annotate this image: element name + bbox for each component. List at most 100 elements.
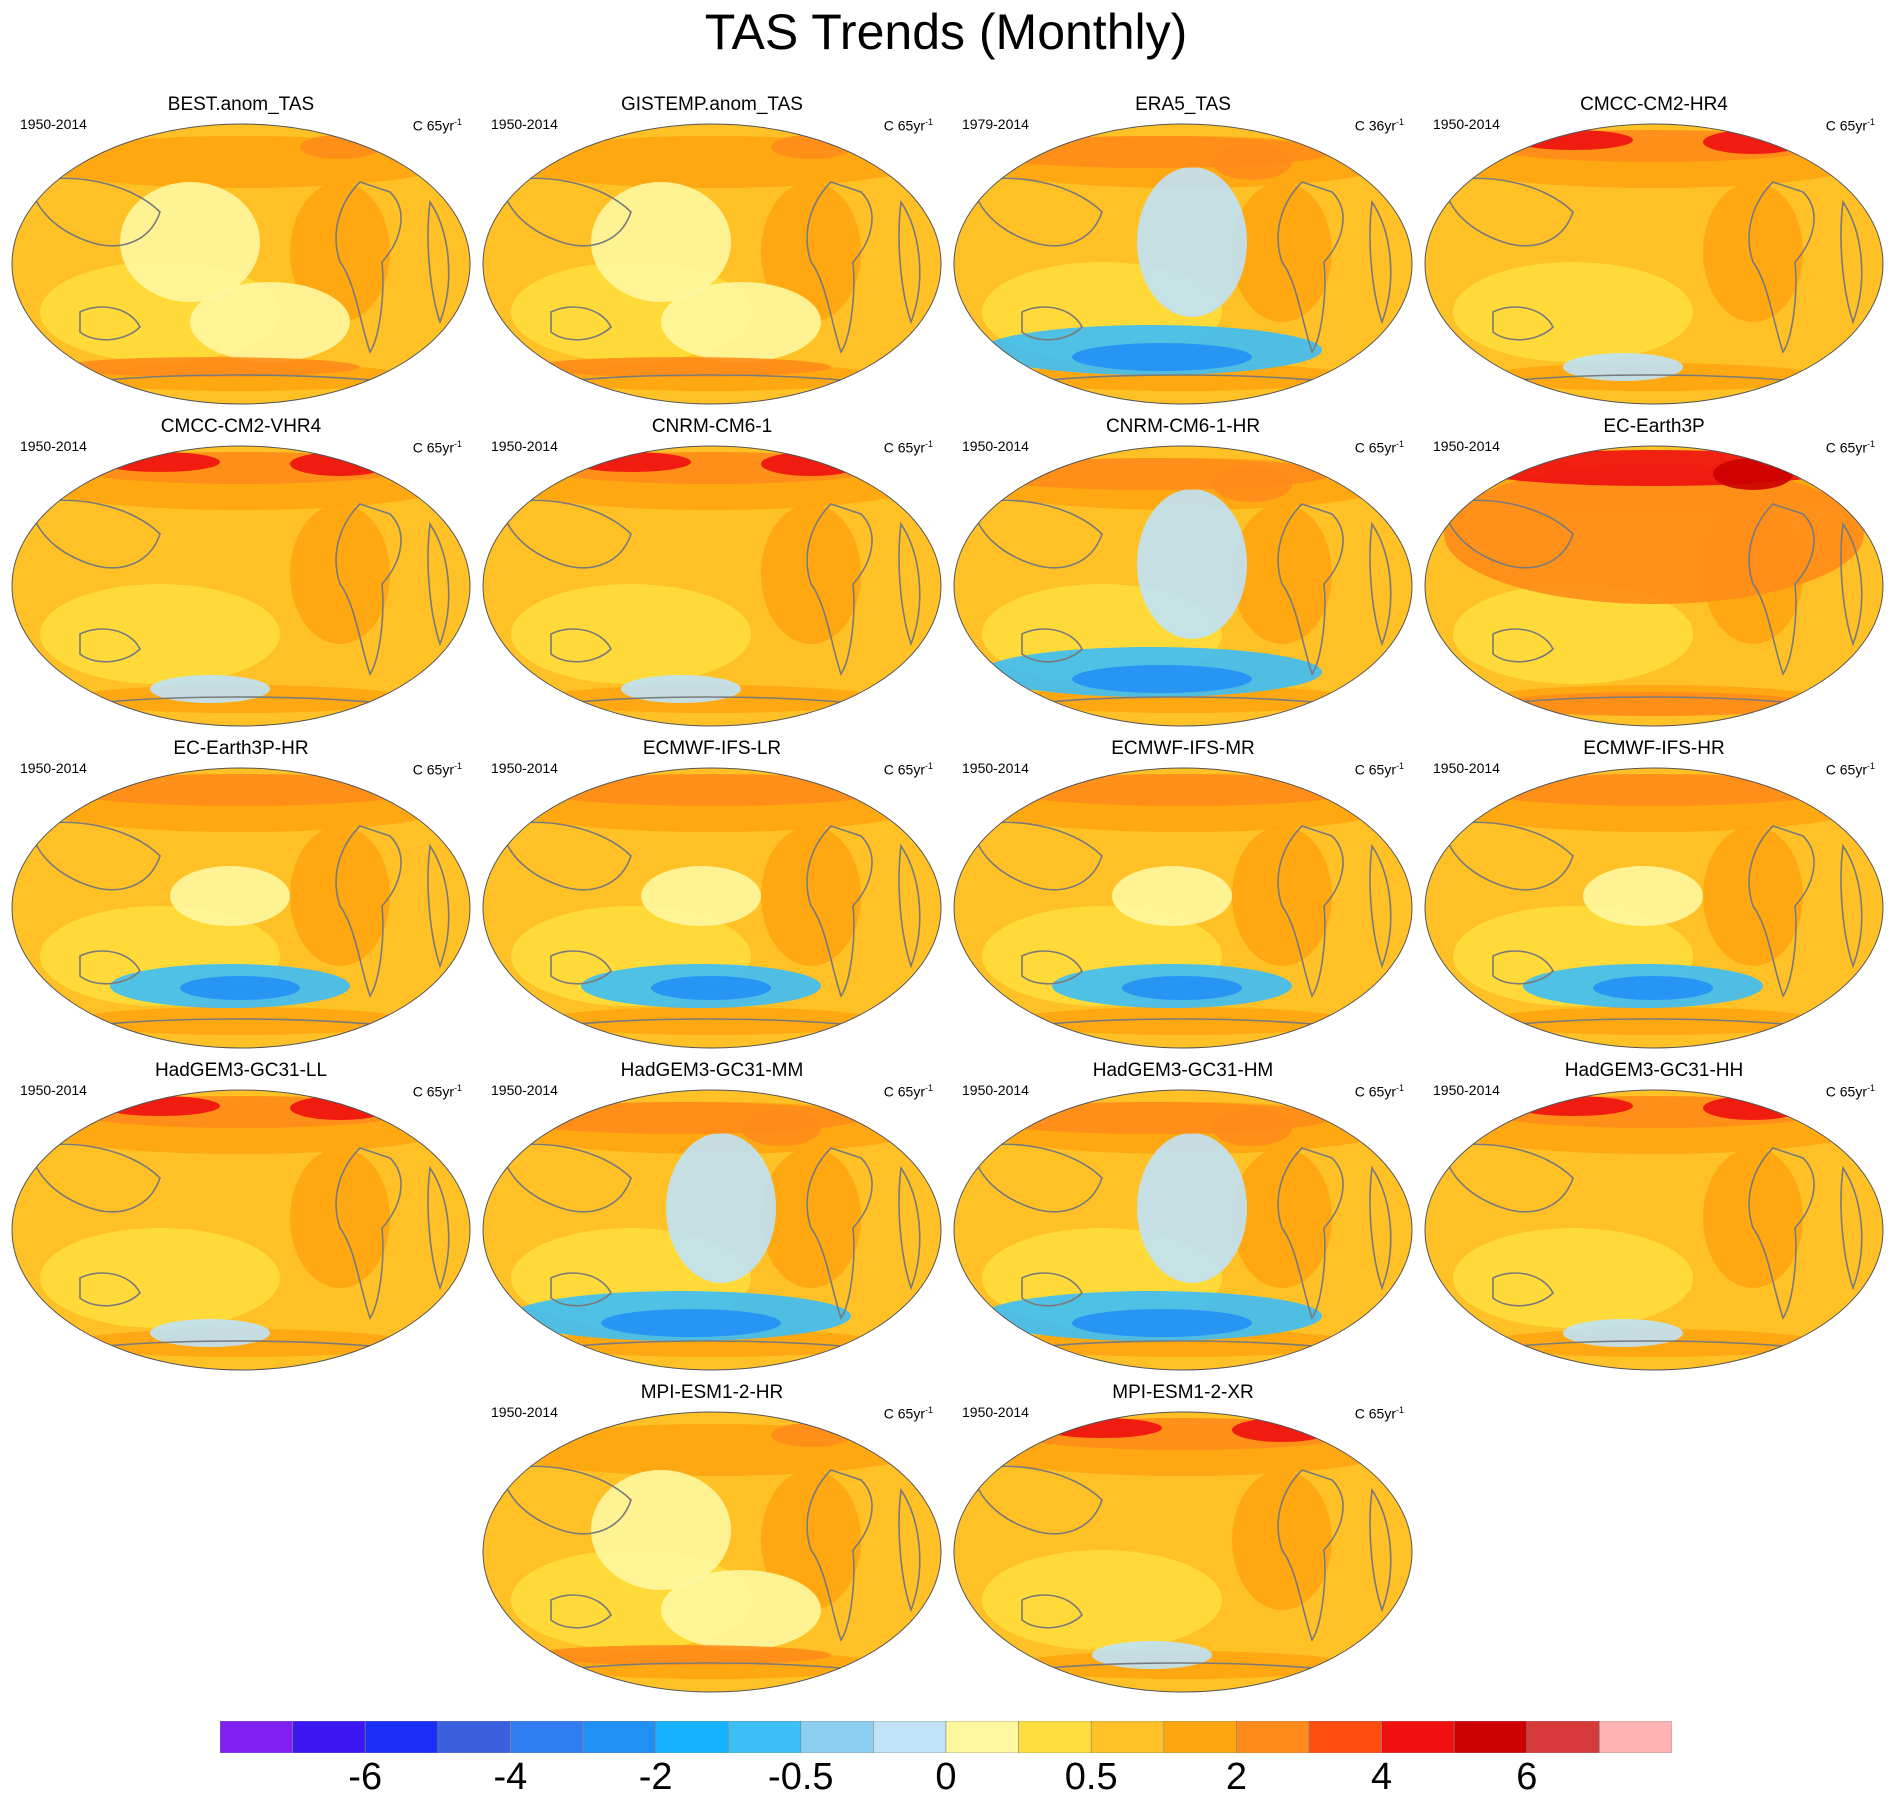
map-border (11, 445, 471, 727)
panel-title: HadGEM3-GC31-HH (1564, 1060, 1744, 1081)
period-label: 1950-2014 (1433, 1082, 1500, 1098)
unit-exponent: -1 (924, 439, 933, 449)
map-panel: MPI-ESM1-2-HR 1950-2014 C 65yr-1 (481, 1382, 943, 1693)
coastline (29, 499, 161, 569)
trend-field-region (1593, 976, 1713, 1000)
period-label: 1950-2014 (962, 1404, 1029, 1420)
coastline (500, 821, 632, 891)
trend-field-region (170, 866, 290, 926)
trend-field-region (1713, 458, 1793, 490)
coastline (335, 825, 402, 998)
map-panel: EC-Earth3P 1950-2014 C 65yr-1 (1423, 416, 1885, 727)
unit-exponent: -1 (453, 761, 462, 771)
trend-field-region (502, 136, 922, 188)
panel-title: ECMWF-IFS-LR (642, 738, 782, 759)
coastline (1442, 499, 1574, 569)
map-panel: HadGEM3-GC31-LL 1950-2014 C 65yr-1 (10, 1060, 472, 1371)
unit-exponent: -1 (1395, 439, 1404, 449)
map-panel: CNRM-CM6-1-HR 1950-2014 C 65yr-1 (952, 416, 1414, 727)
unit-base: C 65yr (1354, 1083, 1396, 1100)
coastline (335, 181, 402, 354)
coastline (427, 521, 450, 647)
trend-field-region (1563, 1319, 1683, 1347)
unit-base: C 65yr (1354, 439, 1396, 456)
coastline (29, 1143, 161, 1213)
trend-field-region (1453, 1228, 1693, 1328)
trend-field-region (1212, 144, 1292, 180)
coastline (1748, 825, 1815, 998)
map-panel: HadGEM3-GC31-MM 1950-2014 C 65yr-1 (481, 1060, 943, 1371)
coastline (1021, 950, 1083, 985)
trend-field-region (761, 182, 861, 322)
trend-field-region (1474, 774, 1834, 806)
trend-field-region (40, 584, 280, 684)
map-border (11, 767, 471, 1049)
unit-exponent: -1 (1866, 439, 1875, 449)
unit-exponent: -1 (1866, 1083, 1875, 1093)
colorbar-tick-label: -0.5 (768, 1756, 834, 1798)
colorbar-tick-label: -4 (493, 1756, 528, 1798)
colorbar-swatch (1090, 1721, 1165, 1753)
trend-map (11, 767, 471, 1049)
trend-field-region (591, 1470, 731, 1590)
trend-map (953, 123, 1413, 405)
map-border (1424, 767, 1884, 1049)
unit-base: C 65yr (412, 761, 454, 778)
period-label: 1950-2014 (1433, 438, 1500, 454)
unit-label: C 65yr-1 (1826, 436, 1875, 456)
trend-field-region (641, 866, 761, 926)
coastline (1277, 503, 1344, 676)
unit-label: C 65yr-1 (1355, 1080, 1404, 1100)
panel-title: CNRM-CM6-1-HR (1105, 416, 1261, 437)
trend-field-region (1072, 1309, 1252, 1337)
coastline (1748, 1147, 1815, 1320)
colorbar (220, 1721, 1672, 1753)
colorbar-swatch (655, 1721, 729, 1753)
coastline (806, 181, 873, 354)
panel-title: BEST.anom_TAS (167, 94, 315, 115)
coastline (29, 821, 161, 891)
colorbar-swatch (510, 1721, 584, 1753)
trend-field-region (40, 1228, 280, 1328)
coastline (898, 1487, 921, 1613)
colorbar-swatch (1453, 1721, 1528, 1753)
panel-title: MPI-ESM1-2-HR (640, 1382, 784, 1403)
unit-base: C 65yr (412, 117, 454, 134)
period-label: 1950-2014 (962, 760, 1029, 776)
panel-title: GISTEMP.anom_TAS (621, 94, 803, 115)
coastline (1277, 1469, 1344, 1642)
colorbar-swatch (1381, 1721, 1455, 1753)
coastline (806, 1469, 873, 1642)
map-border (482, 123, 942, 405)
panel-title: EC-Earth3P (1603, 416, 1705, 437)
trend-field-region (1137, 167, 1247, 317)
period-label: 1979-2014 (962, 116, 1029, 132)
unit-label: C 65yr-1 (1355, 758, 1404, 778)
trend-field-region (761, 826, 861, 966)
panel-title: ECMWF-IFS-MR (1111, 738, 1255, 759)
unit-exponent: -1 (453, 1083, 462, 1093)
colorbar-swatch (1599, 1721, 1672, 1753)
unit-base: C 65yr (1354, 761, 1396, 778)
coastline (427, 843, 450, 969)
trend-field-region (60, 357, 360, 377)
trend-field-region (1003, 774, 1363, 806)
period-label: 1950-2014 (1433, 116, 1500, 132)
trend-field-region (1232, 1148, 1332, 1288)
trend-field-region (1232, 1470, 1332, 1610)
coastline (79, 1272, 141, 1307)
coastline (500, 499, 632, 569)
trend-field-region (70, 1007, 410, 1035)
map-panel: EC-Earth3P-HR 1950-2014 C 65yr-1 (10, 738, 472, 1049)
colorbar-swatch (1163, 1721, 1237, 1753)
coastline (79, 950, 141, 985)
unit-base: C 65yr (412, 439, 454, 456)
coastline (1369, 843, 1392, 969)
trend-field-region (502, 1424, 922, 1476)
trend-map (1424, 1089, 1884, 1371)
colorbar-tick-label: -6 (348, 1756, 383, 1798)
coastline (1369, 1487, 1392, 1613)
map-border (953, 1089, 1413, 1371)
coastline (806, 503, 873, 676)
map-border (482, 445, 942, 727)
